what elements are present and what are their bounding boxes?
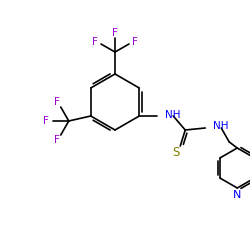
Text: N: N: [233, 190, 241, 200]
Text: F: F: [132, 37, 138, 47]
Text: S: S: [172, 146, 180, 160]
Text: NH: NH: [165, 110, 181, 120]
Text: F: F: [54, 97, 60, 107]
Text: NH: NH: [213, 121, 229, 131]
Text: F: F: [112, 28, 118, 38]
Text: F: F: [92, 37, 98, 47]
Text: F: F: [54, 135, 60, 145]
Text: F: F: [43, 116, 49, 126]
